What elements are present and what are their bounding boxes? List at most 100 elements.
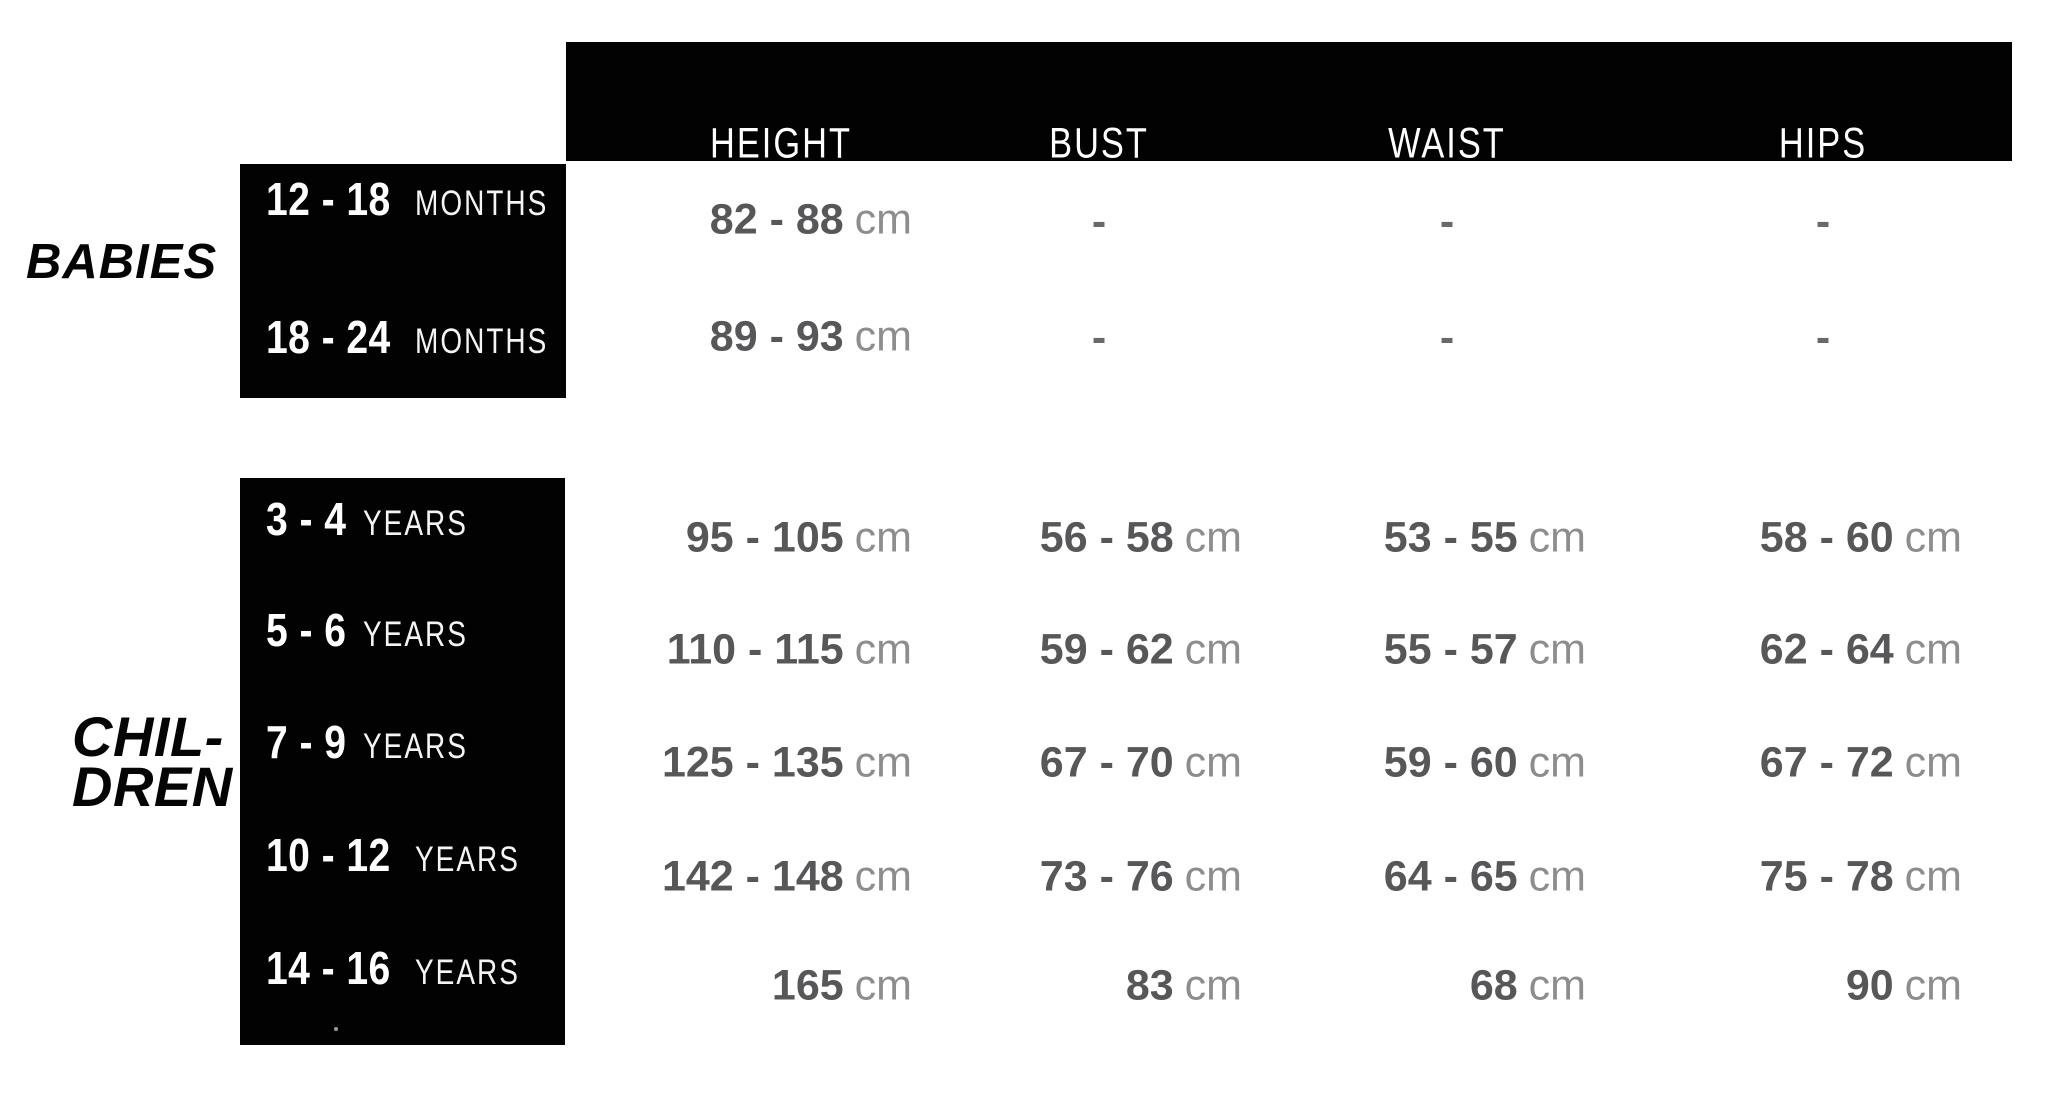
size-range: 12 - 18	[266, 173, 391, 225]
value-number: 75 - 78	[1759, 852, 1894, 901]
value-number: 95 - 105	[685, 513, 844, 562]
value-children-14-16-hips: 90 cm	[1846, 962, 1962, 1011]
value-number: 73 - 76	[1039, 852, 1174, 901]
size-row-3-4-years: 3 - 4 YEARS	[266, 492, 494, 546]
column-header-bar: HEIGHT BUST WAIST HIPS	[566, 42, 2012, 168]
value-babies-12-18-waist-dash: -	[1439, 197, 1455, 246]
column-header-hips-label: HIPS	[1778, 119, 1868, 168]
value-children-10-12-hips: 75 - 78 cm	[1760, 853, 1962, 902]
size-row-14-16-years: 14 - 16 YEARS	[266, 941, 546, 995]
size-unit: YEARS	[414, 953, 520, 992]
size-unit: MONTHS	[414, 322, 549, 361]
value-children-3-4-bust: 56 - 58 cm	[1040, 514, 1242, 563]
value-children-7-9-waist: 59 - 60 cm	[1384, 739, 1586, 788]
size-range: 14 - 16	[266, 942, 391, 994]
size-range: 5 - 6	[266, 604, 347, 656]
value-number: 165	[771, 961, 844, 1010]
column-header-waist-label: WAIST	[1388, 119, 1506, 168]
value-number: 83	[1125, 961, 1174, 1010]
value-babies-12-18-hips-dash: -	[1815, 197, 1831, 246]
value-cm-unit: cm	[1528, 961, 1586, 1010]
value-cm-unit: cm	[854, 513, 912, 562]
value-cm-unit: cm	[1528, 852, 1586, 901]
value-number: 89 - 93	[709, 312, 844, 361]
value-number: 90	[1845, 961, 1894, 1010]
value-cm-unit: cm	[1184, 513, 1242, 562]
value-cm-unit: cm	[854, 852, 912, 901]
size-row-10-12-years: 10 - 12 YEARS	[266, 828, 546, 882]
value-number: 59 - 60	[1383, 738, 1518, 787]
value-children-5-6-hips: 62 - 64 cm	[1760, 626, 1962, 675]
value-number: 68	[1469, 961, 1518, 1010]
children-group-box: 3 - 4 YEARS 5 - 6 YEARS 7 - 9 YEARS 10 - 12…	[240, 478, 565, 1045]
value-cm-unit: cm	[1184, 961, 1242, 1010]
value-babies-12-18-height: 82 - 88 cm	[710, 196, 912, 245]
value-number: 64 - 65	[1383, 852, 1518, 901]
group-label-children-line2: DREN	[72, 755, 233, 818]
group-label-children-line1: CHIL-	[72, 705, 224, 768]
value-children-10-12-waist: 64 - 65 cm	[1384, 853, 1586, 902]
value-cm-unit: cm	[1904, 625, 1962, 674]
value-cm-unit: cm	[1904, 513, 1962, 562]
value-children-14-16-waist: 68 cm	[1470, 962, 1586, 1011]
value-cm-unit: cm	[1904, 961, 1962, 1010]
column-header-waist: WAIST	[1373, 120, 1520, 169]
value-children-10-12-height: 142 - 148 cm	[662, 853, 912, 902]
value-number: 82 - 88	[709, 195, 844, 244]
value-cm-unit: cm	[1184, 852, 1242, 901]
size-range: 7 - 9	[266, 716, 347, 768]
value-number: 67 - 70	[1039, 738, 1174, 787]
group-label-children: CHIL- DREN	[72, 705, 233, 818]
column-header-bust-label: BUST	[1049, 119, 1149, 168]
value-children-5-6-waist: 55 - 57 cm	[1384, 626, 1586, 675]
size-row-5-6-years: 5 - 6 YEARS	[266, 603, 494, 657]
value-children-14-16-height: 165 cm	[772, 962, 912, 1011]
column-header-height: HEIGHT	[692, 120, 869, 169]
value-babies-12-18-bust-dash: -	[1091, 197, 1107, 246]
value-cm-unit: cm	[1904, 852, 1962, 901]
value-number: 142 - 148	[661, 852, 844, 901]
value-babies-18-24-height: 89 - 93 cm	[710, 313, 912, 362]
size-row-7-9-years: 7 - 9 YEARS	[266, 715, 494, 769]
value-children-5-6-bust: 59 - 62 cm	[1040, 626, 1242, 675]
column-header-hips: HIPS	[1768, 120, 1878, 169]
value-number: 56 - 58	[1039, 513, 1174, 562]
value-children-14-16-bust: 83 cm	[1126, 962, 1242, 1011]
value-cm-unit: cm	[1184, 738, 1242, 787]
group-label-babies: BABIES	[26, 235, 218, 289]
column-header-height-label: HEIGHT	[710, 119, 852, 168]
value-babies-18-24-hips-dash: -	[1815, 313, 1831, 362]
size-row-18-24-months: 18 - 24 MONTHS	[266, 310, 581, 364]
value-children-3-4-waist: 53 - 55 cm	[1384, 514, 1586, 563]
size-range: 10 - 12	[266, 829, 391, 881]
value-number: 59 - 62	[1039, 625, 1174, 674]
value-cm-unit: cm	[854, 961, 912, 1010]
value-cm-unit: cm	[1184, 625, 1242, 674]
value-number: 67 - 72	[1759, 738, 1894, 787]
babies-group-box: 12 - 18 MONTHS 18 - 24 MONTHS	[240, 164, 566, 398]
value-cm-unit: cm	[854, 625, 912, 674]
value-number: 110 - 115	[666, 625, 844, 674]
value-cm-unit: cm	[854, 738, 912, 787]
size-range: 18 - 24	[266, 311, 391, 363]
value-children-7-9-bust: 67 - 70 cm	[1040, 739, 1242, 788]
value-children-7-9-height: 125 - 135 cm	[662, 739, 912, 788]
value-cm-unit: cm	[1528, 738, 1586, 787]
value-number: 53 - 55	[1383, 513, 1518, 562]
size-row-12-18-months: 12 - 18 MONTHS	[266, 172, 581, 226]
value-number: 125 - 135	[661, 738, 844, 787]
value-cm-unit: cm	[1528, 625, 1586, 674]
size-unit: YEARS	[362, 615, 468, 654]
size-unit: YEARS	[362, 504, 468, 543]
value-babies-18-24-bust-dash: -	[1091, 313, 1107, 362]
value-number: 62 - 64	[1759, 625, 1894, 674]
value-cm-unit: cm	[854, 312, 912, 361]
value-children-10-12-bust: 73 - 76 cm	[1040, 853, 1242, 902]
value-number: 55 - 57	[1383, 625, 1518, 674]
value-number: 58 - 60	[1759, 513, 1894, 562]
value-cm-unit: cm	[1528, 513, 1586, 562]
value-children-7-9-hips: 67 - 72 cm	[1760, 739, 1962, 788]
print-artifact-dot	[334, 1027, 338, 1031]
value-cm-unit: cm	[1904, 738, 1962, 787]
